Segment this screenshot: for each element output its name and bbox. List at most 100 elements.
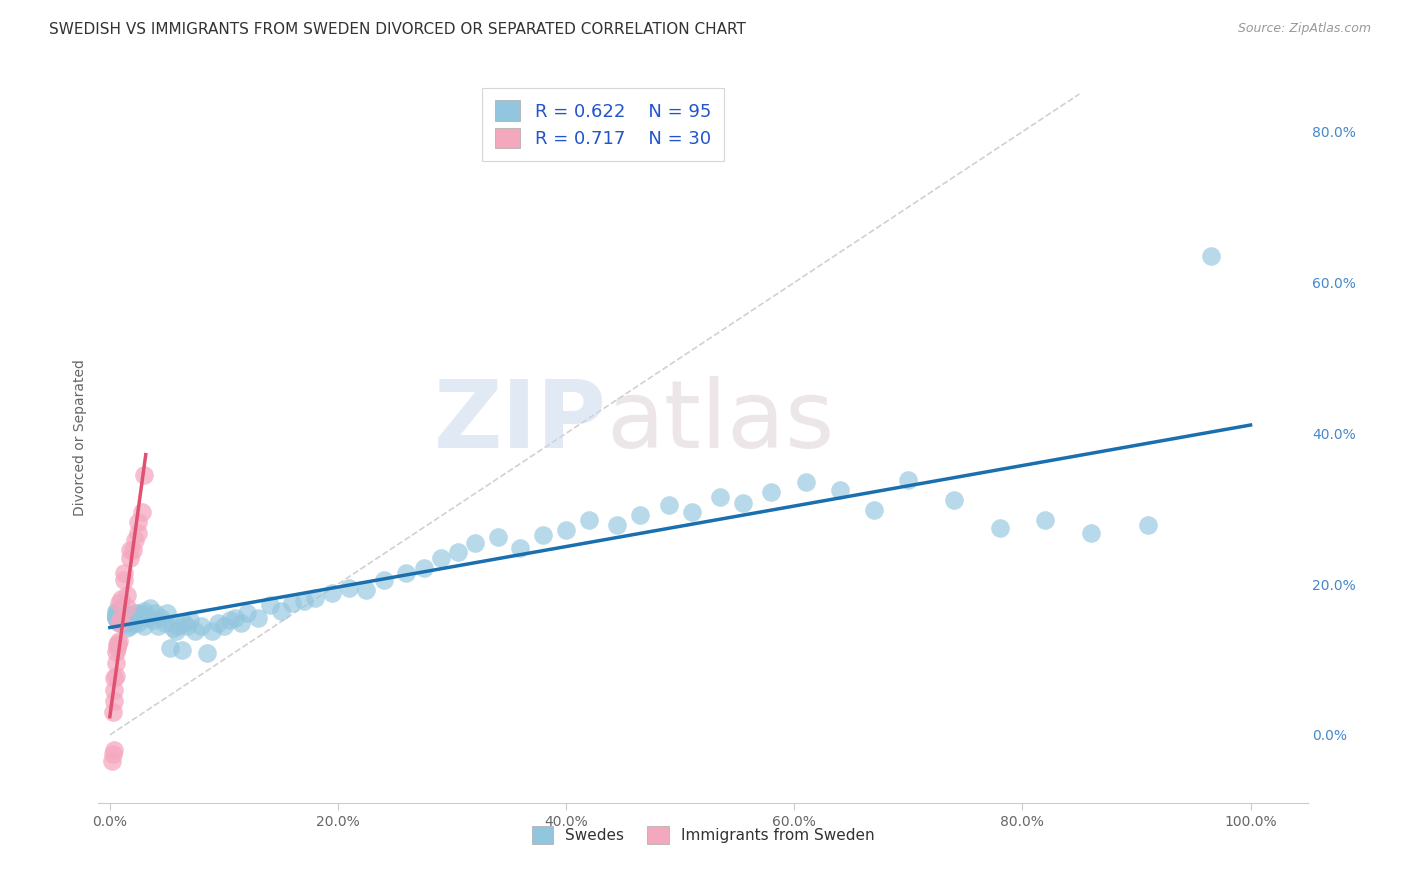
- Point: [115, 599, 138, 614]
- Point: [127, 616, 149, 631]
- Point: [412, 560, 434, 574]
- Point: [132, 618, 155, 632]
- Point: [709, 491, 731, 505]
- Point: [176, 618, 198, 632]
- Point: [110, 613, 132, 627]
- Point: [395, 566, 418, 580]
- Point: [112, 611, 135, 625]
- Point: [112, 606, 135, 620]
- Point: [229, 616, 252, 631]
- Y-axis label: Divorced or Separated: Divorced or Separated: [73, 359, 87, 516]
- Point: [531, 528, 554, 542]
- Point: [218, 613, 240, 627]
- Point: [235, 606, 257, 620]
- Point: [115, 615, 138, 629]
- Point: [103, 672, 125, 686]
- Point: [104, 603, 127, 617]
- Point: [120, 611, 142, 625]
- Text: Source: ZipAtlas.com: Source: ZipAtlas.com: [1237, 22, 1371, 36]
- Point: [731, 496, 754, 510]
- Point: [105, 641, 128, 656]
- Point: [337, 581, 360, 595]
- Text: ZIP: ZIP: [433, 376, 606, 468]
- Point: [828, 483, 851, 497]
- Point: [104, 608, 127, 623]
- Point: [120, 543, 142, 558]
- Point: [1136, 518, 1159, 533]
- Point: [131, 506, 153, 520]
- Point: [897, 473, 920, 487]
- Point: [108, 616, 131, 631]
- Point: [356, 583, 378, 598]
- Point: [107, 637, 129, 651]
- Point: [104, 608, 127, 623]
- Point: [110, 601, 132, 615]
- Point: [139, 601, 162, 615]
- Point: [304, 591, 326, 605]
- Point: [270, 603, 292, 617]
- Point: [201, 624, 224, 638]
- Point: [132, 603, 155, 617]
- Point: [112, 616, 135, 631]
- Point: [606, 518, 628, 533]
- Point: [170, 643, 193, 657]
- Point: [321, 586, 343, 600]
- Point: [132, 467, 155, 482]
- Point: [131, 607, 153, 622]
- Point: [145, 606, 167, 620]
- Point: [107, 607, 129, 622]
- Point: [103, 706, 125, 720]
- Point: [681, 506, 703, 520]
- Point: [120, 550, 142, 565]
- Point: [127, 525, 149, 540]
- Point: [247, 611, 270, 625]
- Point: [127, 606, 149, 620]
- Point: [159, 641, 181, 656]
- Point: [104, 645, 127, 659]
- Point: [124, 533, 146, 548]
- Point: [658, 498, 681, 512]
- Point: [120, 618, 142, 632]
- Point: [124, 613, 146, 627]
- Point: [107, 611, 129, 625]
- Point: [146, 618, 169, 632]
- Point: [281, 596, 304, 610]
- Point: [121, 543, 143, 558]
- Point: [1033, 513, 1056, 527]
- Point: [107, 603, 129, 617]
- Point: [292, 593, 315, 607]
- Point: [150, 611, 173, 625]
- Point: [115, 607, 138, 622]
- Point: [212, 618, 235, 632]
- Point: [110, 592, 132, 607]
- Point: [167, 618, 190, 632]
- Point: [121, 616, 143, 631]
- Point: [373, 574, 395, 588]
- Point: [153, 616, 176, 631]
- Point: [110, 606, 132, 620]
- Point: [555, 523, 578, 537]
- Point: [942, 492, 965, 507]
- Point: [628, 508, 651, 522]
- Point: [1080, 525, 1102, 540]
- Point: [124, 606, 146, 620]
- Point: [110, 616, 132, 631]
- Point: [115, 621, 138, 635]
- Point: [165, 624, 187, 638]
- Point: [103, 747, 125, 761]
- Point: [104, 606, 127, 620]
- Point: [1199, 249, 1222, 263]
- Point: [429, 550, 451, 565]
- Point: [105, 637, 128, 651]
- Point: [108, 596, 131, 610]
- Point: [988, 520, 1011, 534]
- Point: [121, 608, 143, 623]
- Point: [104, 611, 127, 625]
- Point: [190, 618, 212, 632]
- Point: [156, 606, 179, 620]
- Point: [162, 621, 184, 635]
- Point: [103, 743, 125, 757]
- Point: [104, 669, 127, 683]
- Point: [447, 545, 470, 559]
- Point: [509, 541, 531, 555]
